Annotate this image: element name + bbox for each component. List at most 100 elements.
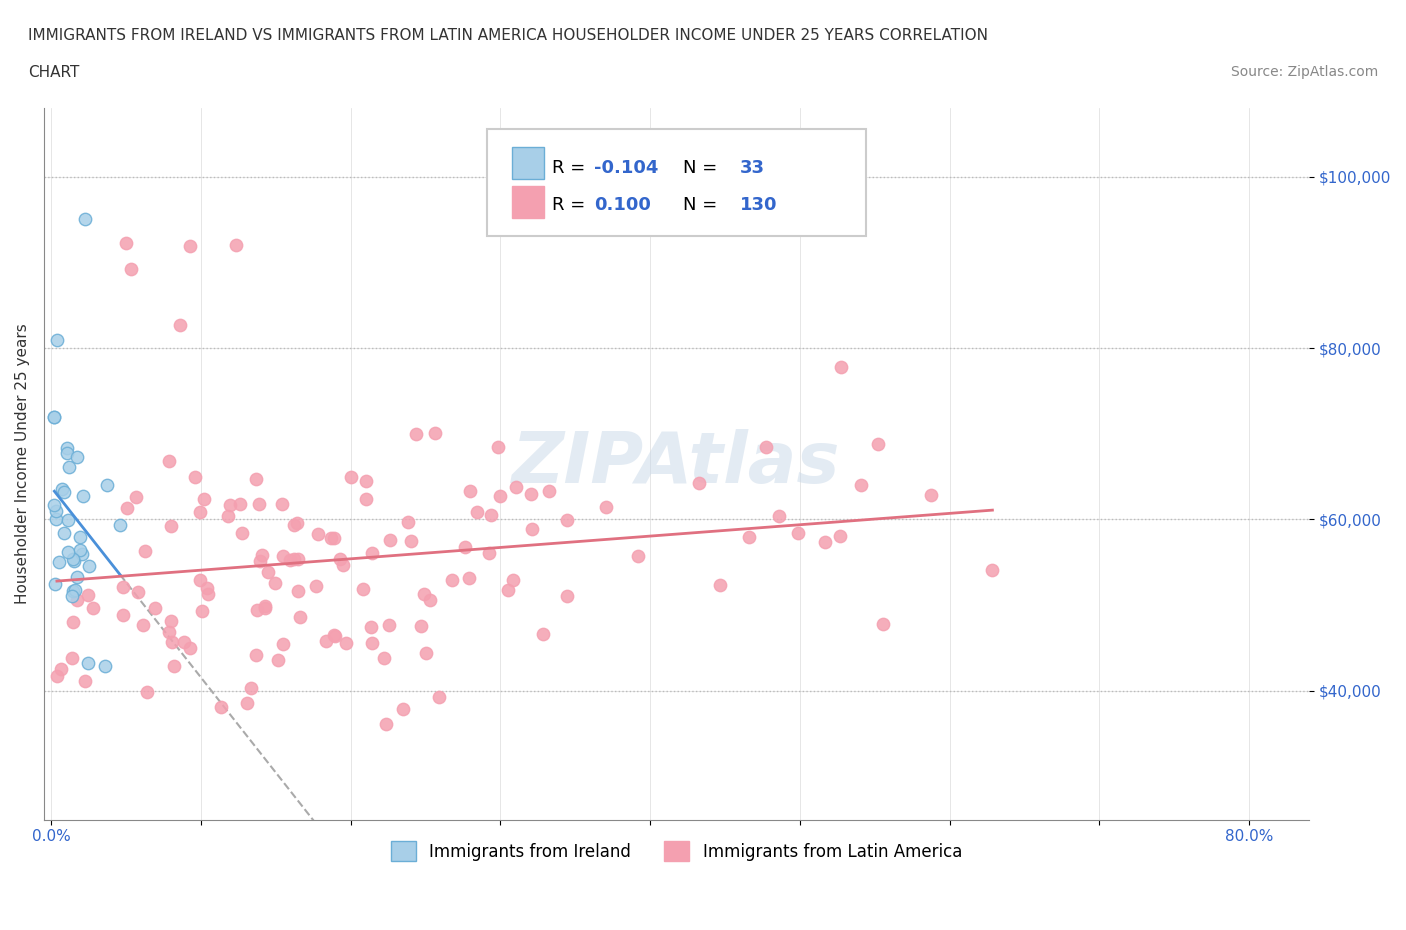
Immigrants from Latin America [315, 634, 337, 649]
Immigrants from Latin America [498, 582, 520, 597]
Immigrants from Ireland [72, 546, 94, 561]
Immigrants from Ireland [58, 459, 80, 474]
Immigrants from Latin America [157, 454, 180, 469]
Legend: Immigrants from Ireland, Immigrants from Latin America: Immigrants from Ireland, Immigrants from… [384, 834, 969, 868]
Immigrants from Ireland [56, 441, 79, 456]
Text: IMMIGRANTS FROM IRELAND VS IMMIGRANTS FROM LATIN AMERICA HOUSEHOLDER INCOME UNDE: IMMIGRANTS FROM IRELAND VS IMMIGRANTS FR… [28, 28, 988, 43]
Immigrants from Latin America [851, 477, 873, 492]
Immigrants from Latin America [755, 440, 778, 455]
Immigrants from Latin America [253, 598, 276, 613]
Immigrants from Latin America [627, 549, 650, 564]
Immigrants from Latin America [419, 592, 441, 607]
Immigrants from Latin America [457, 570, 479, 585]
Immigrants from Ireland [44, 498, 66, 512]
Immigrants from Latin America [531, 626, 554, 641]
Immigrants from Ireland [53, 485, 76, 499]
Immigrants from Latin America [163, 658, 186, 673]
Immigrants from Latin America [335, 636, 357, 651]
Immigrants from Latin America [502, 573, 524, 588]
Immigrants from Latin America [479, 507, 502, 522]
Immigrants from Latin America [249, 553, 271, 568]
Text: Source: ZipAtlas.com: Source: ZipAtlas.com [1230, 65, 1378, 79]
Immigrants from Ireland [63, 553, 86, 568]
Immigrants from Latin America [271, 549, 294, 564]
FancyBboxPatch shape [512, 186, 544, 219]
Immigrants from Latin America [209, 699, 232, 714]
Immigrants from Latin America [415, 645, 437, 660]
Immigrants from Latin America [250, 548, 273, 563]
Immigrants from Latin America [266, 652, 288, 667]
Immigrants from Latin America [520, 486, 543, 501]
Immigrants from Latin America [157, 625, 180, 640]
Immigrants from Latin America [555, 589, 578, 604]
Immigrants from Latin America [236, 696, 259, 711]
Immigrants from Latin America [467, 504, 489, 519]
Immigrants from Ireland [66, 570, 89, 585]
Immigrants from Latin America [60, 651, 83, 666]
Immigrants from Latin America [283, 552, 305, 567]
Immigrants from Latin America [454, 539, 477, 554]
Immigrants from Ireland [65, 449, 87, 464]
Immigrants from Latin America [160, 519, 183, 534]
Immigrants from Latin America [120, 261, 142, 276]
Immigrants from Ireland [96, 478, 118, 493]
FancyBboxPatch shape [512, 147, 544, 179]
Y-axis label: Householder Income Under 25 years: Householder Income Under 25 years [15, 324, 30, 604]
Immigrants from Latin America [738, 530, 761, 545]
Immigrants from Latin America [134, 544, 156, 559]
Immigrants from Ireland [44, 410, 66, 425]
Immigrants from Latin America [322, 628, 344, 643]
Immigrants from Latin America [75, 673, 97, 688]
Immigrants from Latin America [361, 636, 384, 651]
Immigrants from Ireland [62, 583, 84, 598]
Immigrants from Latin America [188, 573, 211, 588]
Immigrants from Latin America [522, 522, 544, 537]
Immigrants from Latin America [112, 607, 135, 622]
Immigrants from Latin America [288, 610, 311, 625]
Immigrants from Ireland [45, 512, 67, 526]
Immigrants from Latin America [478, 546, 501, 561]
Immigrants from Latin America [231, 525, 253, 540]
Immigrants from Latin America [249, 497, 271, 512]
Immigrants from Latin America [169, 318, 191, 333]
Immigrants from Ireland [69, 542, 91, 557]
Immigrants from Ireland [53, 525, 76, 540]
Immigrants from Latin America [354, 473, 377, 488]
Immigrants from Latin America [287, 551, 309, 566]
Immigrants from Ireland [63, 583, 86, 598]
Immigrants from Latin America [538, 484, 561, 498]
Immigrants from Latin America [253, 600, 276, 615]
Immigrants from Latin America [920, 487, 942, 502]
Immigrants from Latin America [225, 238, 247, 253]
Immigrants from Latin America [188, 505, 211, 520]
Immigrants from Latin America [245, 472, 267, 487]
Immigrants from Latin America [135, 684, 157, 699]
Immigrants from Latin America [278, 552, 301, 567]
Immigrants from Latin America [378, 618, 401, 632]
Immigrants from Ireland [56, 445, 79, 460]
Immigrants from Latin America [375, 716, 398, 731]
Text: 0.100: 0.100 [595, 196, 651, 215]
Immigrants from Latin America [373, 650, 395, 665]
Immigrants from Latin America [125, 489, 148, 504]
Text: R =: R = [553, 196, 592, 215]
Immigrants from Ireland [44, 577, 66, 591]
Immigrants from Latin America [179, 238, 201, 253]
Immigrants from Latin America [264, 576, 287, 591]
Immigrants from Latin America [828, 528, 851, 543]
Immigrants from Latin America [405, 427, 427, 442]
Immigrants from Latin America [412, 587, 434, 602]
Immigrants from Latin America [332, 557, 354, 572]
Immigrants from Latin America [179, 641, 201, 656]
Immigrants from Latin America [115, 500, 138, 515]
Immigrants from Latin America [62, 615, 84, 630]
Immigrants from Latin America [352, 581, 374, 596]
Immigrants from Latin America [283, 518, 305, 533]
Text: N =: N = [683, 159, 723, 178]
Immigrants from Latin America [323, 530, 346, 545]
Immigrants from Latin America [340, 470, 363, 485]
Immigrants from Latin America [285, 516, 308, 531]
Immigrants from Latin America [246, 603, 269, 618]
Immigrants from Latin America [218, 498, 240, 512]
Immigrants from Ireland [110, 517, 132, 532]
